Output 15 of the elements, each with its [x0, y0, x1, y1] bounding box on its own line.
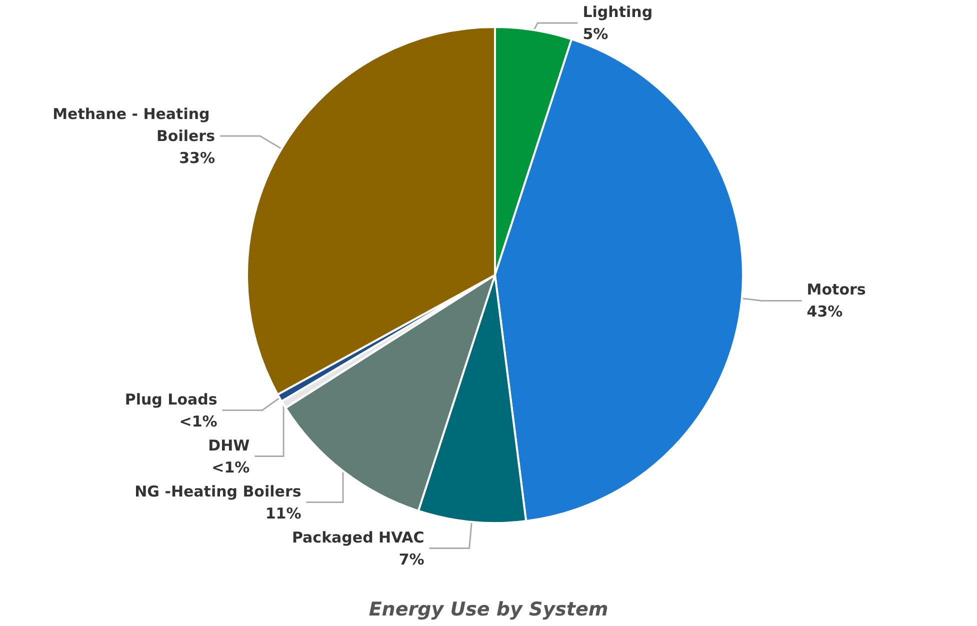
slice-label: Motors [806, 280, 866, 299]
data-label: 43% [806, 302, 843, 321]
slice-label: Packaged HVAC [292, 528, 424, 546]
slice-label: NG -Heating Boilers [134, 482, 302, 500]
slice-label: Methane - Heating Boilers [52, 105, 216, 146]
data-label: <1% [179, 412, 218, 430]
text: Energy Use by System [368, 598, 608, 620]
data-label: 5% [582, 25, 608, 43]
data-label: 33% [179, 149, 216, 168]
slice-label: DHW [208, 436, 250, 454]
slice-label: Plug Loads [124, 390, 218, 408]
slice-label: Lighting [582, 3, 653, 21]
data-label: <1% [212, 458, 250, 476]
data-label: 11% [265, 504, 302, 522]
data-label: 7% [398, 550, 424, 568]
